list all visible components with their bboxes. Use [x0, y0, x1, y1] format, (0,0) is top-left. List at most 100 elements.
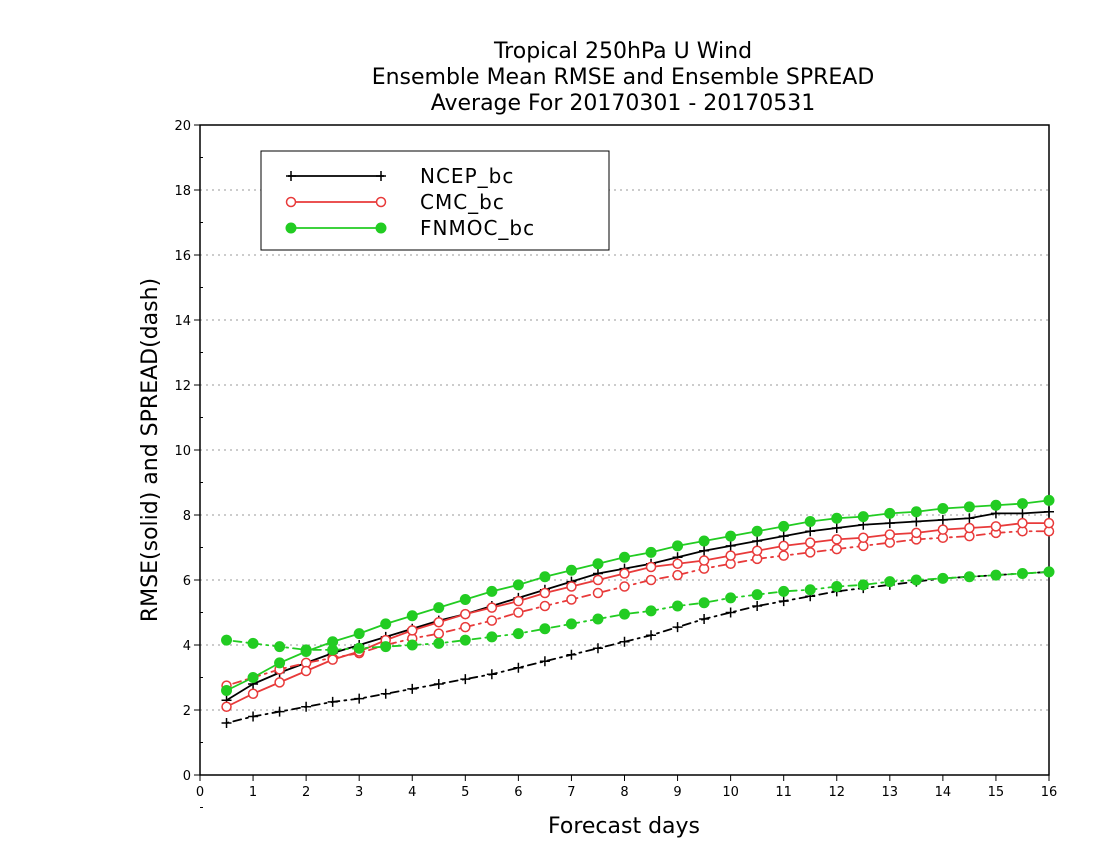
fnmoc-bc-rmse-point-31: [1043, 494, 1055, 506]
y-tick-label-18: 18: [174, 184, 191, 199]
fnmoc-bc-rmse-point-1: [247, 672, 259, 683]
fnmoc-bc-rmse-point-7: [406, 610, 418, 622]
series-layer: [221, 494, 1055, 728]
cmc-bc-rmse-point-7: [407, 625, 418, 636]
cmc-bc-rmse-point-1: [247, 688, 259, 699]
fnmoc-bc-rmse-point-4: [327, 636, 339, 648]
fnmoc-bc-rmse-point-16: [645, 546, 657, 558]
ncep-bc-spread-point-3: [301, 701, 312, 712]
ncep-bc-spread-point-1: [248, 711, 259, 722]
ncep-bc-spread-point-6: [380, 688, 391, 699]
x-tick-label-3: 3: [355, 785, 363, 800]
fnmoc-bc-rmse-point-23: [831, 512, 843, 524]
cmc-bc-rmse-line: [226, 522, 1049, 708]
ncep-bc-rmse-point-18: [699, 545, 710, 556]
fnmoc-bc-rmse-point-24: [857, 511, 869, 523]
fnmoc-bc-spread-point-31: [1043, 566, 1055, 578]
ncep-bc-spread-point-16: [646, 630, 657, 641]
legend-marker-end-fnmoc-bc: [375, 222, 387, 234]
cmc-bc-rmse-point-13: [566, 581, 577, 592]
fnmoc-bc-spread-point-26: [910, 574, 922, 586]
ncep-bc-rmse-point-31: [1044, 506, 1054, 517]
y-tick-label-8: 8: [183, 509, 191, 524]
fnmoc-bc-rmse-point-15: [619, 551, 630, 563]
cmc-bc-rmse-point-20: [751, 545, 763, 556]
x-tick-label-7: 7: [567, 785, 575, 800]
cmc-bc-spread-point-12: [539, 600, 551, 612]
ncep-bc-rmse-point-26: [911, 516, 922, 527]
cmc-bc-spread-point-14: [592, 587, 604, 599]
x-tick-label-10: 10: [722, 785, 739, 800]
cmc-bc-spread-point-8: [433, 628, 445, 639]
cmc-bc-spread-point-13: [566, 594, 577, 605]
fnmoc-bc-rmse-point-5: [353, 628, 365, 640]
cmc-bc-rmse-point-11: [513, 595, 524, 607]
chart-title-line-2: Ensemble Mean RMSE and Ensemble SPREAD: [372, 65, 875, 90]
cmc-bc-rmse-point-31: [1043, 517, 1055, 529]
fnmoc-bc-rmse-point-20: [751, 525, 763, 537]
cmc-bc-spread-point-23: [831, 543, 842, 555]
fnmoc-bc-spread-point-5: [353, 642, 365, 654]
ncep-bc-rmse-point-22: [805, 526, 816, 537]
legend-box: [260, 150, 610, 251]
ncep-bc-spread-point-11: [513, 662, 524, 673]
fnmoc-bc-spread-point-19: [725, 592, 737, 604]
ncep-bc-rmse-point-30: [1017, 508, 1028, 519]
fnmoc-bc-spread-point-2: [274, 641, 286, 653]
fnmoc-bc-spread-point-15: [619, 608, 630, 620]
ncep-bc-spread-point-12: [539, 656, 550, 667]
cmc-bc-spread-point-9: [460, 621, 471, 633]
y-tick-label-0: 0: [183, 769, 191, 784]
cmc-bc-rmse-point-12: [539, 587, 551, 599]
x-tick-label-9: 9: [673, 785, 681, 800]
y-tick-label-2: 2: [183, 704, 191, 719]
cmc-bc-spread-point-15: [619, 581, 630, 592]
fnmoc-bc-spread-point-10: [486, 631, 498, 643]
fnmoc-bc-spread-point-13: [565, 618, 577, 630]
y-axis-title: RMSE(solid) and SPREAD(dash): [138, 278, 163, 622]
cmc-bc-rmse-point-10: [486, 602, 498, 613]
fnmoc-bc-spread-point-12: [539, 623, 551, 635]
fnmoc-bc-spread-point-18: [698, 597, 710, 609]
legend-label-fnmoc-bc: FNMOC_bc: [420, 216, 535, 240]
ncep-bc-rmse-point-20: [752, 536, 763, 546]
fnmoc-bc-spread-point-29: [990, 569, 1002, 581]
fnmoc-bc-rmse-point-17: [672, 540, 684, 552]
legend-label-cmc-bc: CMC_bc: [420, 190, 505, 214]
cmc-bc-rmse-point-14: [592, 574, 604, 586]
x-tick-label-12: 12: [828, 785, 845, 800]
fnmoc-bc-spread-point-11: [512, 628, 524, 640]
ncep-bc-spread-point-5: [354, 693, 365, 704]
fnmoc-bc-rmse-point-11: [512, 579, 524, 591]
fnmoc-bc-rmse-point-30: [1016, 498, 1028, 510]
legend-marker-end-cmc-bc: [375, 196, 387, 208]
ncep-bc-spread-point-2: [274, 706, 285, 717]
ncep-bc-spread-point-13: [566, 649, 577, 660]
fnmoc-bc-spread-point-7: [406, 639, 418, 651]
x-axis-title: Forecast days: [548, 814, 700, 839]
y-tick-label-12: 12: [174, 379, 191, 394]
ncep-bc-spread-point-8: [433, 679, 444, 689]
cmc-bc-rmse-point-15: [619, 568, 630, 579]
x-tick-label-4: 4: [408, 785, 416, 800]
fnmoc-bc-rmse-point-22: [804, 516, 816, 527]
fnmoc-bc-rmse-line: [226, 499, 1050, 692]
x-tick-label-8: 8: [620, 785, 628, 800]
fnmoc-bc-rmse-point-29: [990, 499, 1002, 511]
fnmoc-bc-rmse-point-19: [725, 530, 737, 542]
ncep-bc-spread-point-0: [221, 718, 232, 728]
fnmoc-bc-spread-point-16: [645, 605, 657, 617]
ncep-bc-spread-point-10: [486, 669, 497, 680]
x-tick-label-6: 6: [514, 785, 522, 800]
ncep-bc-rmse-point-21: [778, 531, 789, 542]
ncep-bc-rmse-line: [226, 510, 1050, 702]
fnmoc-bc-spread-point-0: [221, 634, 233, 646]
fnmoc-bc-spread-point-1: [247, 637, 259, 649]
fnmoc-bc-rmse-point-21: [778, 520, 790, 532]
cmc-bc-rmse-point-25: [884, 529, 896, 540]
x-tick-label-13: 13: [882, 785, 899, 800]
ncep-bc-spread-point-9: [460, 674, 471, 685]
x-tick-label-11: 11: [775, 785, 792, 800]
